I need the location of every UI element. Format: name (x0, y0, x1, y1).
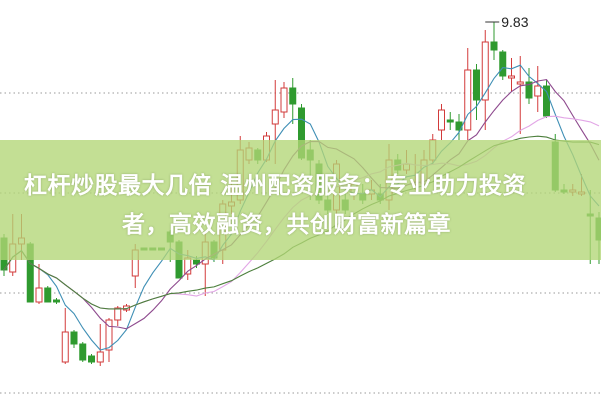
candle-body (464, 69, 472, 131)
candle-body (61, 331, 69, 363)
candle-body (516, 81, 524, 85)
candle-down (499, 50, 507, 80)
candle-up (516, 56, 524, 134)
candle-up (508, 58, 515, 92)
candle-down (543, 80, 550, 118)
candle-body (499, 51, 507, 77)
candle-body (534, 85, 542, 97)
candle-up (96, 324, 104, 366)
candle-down (473, 64, 480, 120)
candle-body (543, 85, 550, 117)
candle-body (473, 69, 480, 101)
candle-down (289, 78, 297, 124)
candle-down (70, 330, 78, 348)
candle-body (193, 259, 200, 265)
high-price-label: 9.83 (501, 14, 528, 30)
candle-body (44, 287, 52, 303)
candle-down (44, 286, 52, 303)
candle-body (96, 351, 104, 363)
headline-line-1: 杠杆炒股最大几倍 温州配资服务：专业助力投资 (24, 173, 527, 199)
candle-up (61, 308, 69, 364)
candle-up (481, 30, 489, 130)
candle-body (289, 87, 297, 105)
candle-body (271, 109, 279, 125)
ma5-line (3, 64, 600, 351)
candle-body (35, 287, 43, 303)
candle-down (53, 298, 60, 304)
candle-body (79, 343, 87, 361)
candle-up (438, 104, 445, 140)
candle-down (88, 354, 95, 364)
candle-body (446, 119, 454, 123)
candle-body (490, 41, 498, 51)
candle-body (525, 81, 533, 99)
title-banner (0, 140, 601, 260)
candle-body (114, 307, 122, 321)
candle-down (446, 112, 454, 130)
candle-body (280, 87, 288, 113)
candle-up (464, 48, 472, 140)
candle-body (105, 319, 113, 351)
candle-up (534, 66, 542, 112)
candle-body (70, 331, 78, 345)
headline-line-2: 者，高效融资，共创财富新篇章 (122, 212, 451, 238)
candle-down (525, 68, 533, 104)
candle-body (481, 41, 489, 101)
candle-down (79, 342, 87, 362)
candle-body (438, 109, 445, 131)
candle-up (35, 264, 43, 304)
high-annotation: 9.83 (485, 14, 529, 30)
candle-down (490, 22, 498, 60)
candle-body (508, 75, 515, 79)
candle-body (53, 299, 60, 303)
candle-body (88, 355, 95, 363)
candle-up (105, 318, 113, 362)
candle-up (280, 82, 288, 118)
